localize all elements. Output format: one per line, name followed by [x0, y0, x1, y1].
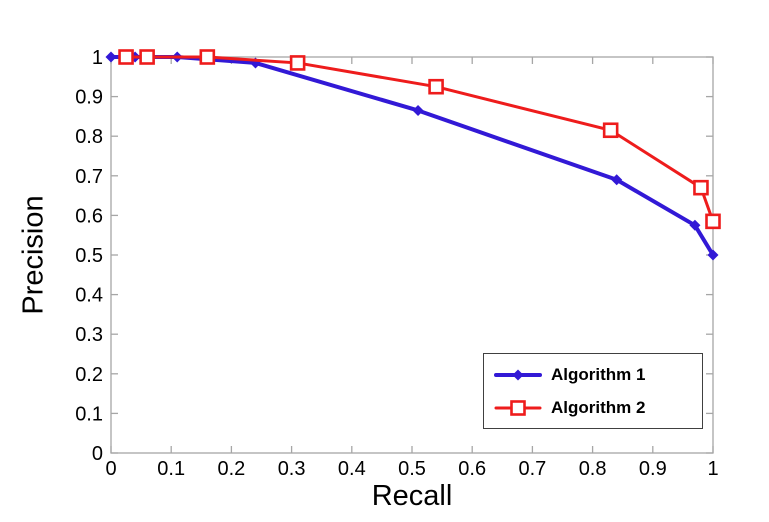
y-tick-label: 0.3 [75, 324, 103, 346]
algorithm-2-line [124, 55, 715, 223]
legend-entry-algorithm-1: Algorithm 1 [494, 365, 702, 385]
x-tick-label: 0.1 [157, 458, 185, 480]
y-tick-label: 0 [92, 443, 103, 465]
x-tick-label: 0.9 [639, 458, 667, 480]
algorithm-2-marker [199, 49, 216, 65]
algorithm-2-marker [428, 78, 444, 95]
x-tick-label: 1 [707, 458, 718, 480]
algorithm-2-marker [139, 49, 155, 65]
algorithm-2-marker [289, 55, 306, 71]
algorithm-1-marker [412, 104, 424, 116]
algorithm-1-marker [689, 219, 701, 231]
x-tick-label: 0.4 [338, 458, 366, 480]
algorithm-2-marker [602, 122, 619, 139]
y-tick-label: 0.2 [75, 364, 103, 386]
legend-entry-algorithm-2: Algorithm 2 [494, 398, 702, 418]
algorithm-1-marker [611, 174, 623, 186]
legend-label-algorithm-2: Algorithm 2 [551, 397, 646, 417]
legend: Algorithm 1 Algorithm 2 [483, 353, 703, 429]
algorithm-2-marker [693, 179, 709, 196]
algorithm-1-marker [105, 51, 117, 63]
x-tick-label: 0.5 [398, 458, 426, 480]
x-tick-label: 0 [105, 458, 116, 480]
y-tick-label: 0.5 [75, 245, 103, 267]
algorithm-1-line-sample [494, 369, 542, 380]
x-tick-label: 0.6 [458, 458, 486, 480]
x-tick-label: 0.7 [518, 458, 546, 480]
y-tick-label: 0.1 [75, 403, 103, 425]
algorithm-2-line-sample [494, 399, 542, 416]
y-axis-title: Precision [17, 195, 50, 315]
algorithm-2-marker [705, 213, 721, 230]
y-tick-label: 0.6 [75, 205, 103, 227]
algorithm-1-marker [707, 249, 719, 261]
algorithm-2-sample-marker [510, 399, 526, 416]
algorithm-1-sample-marker [512, 369, 524, 380]
y-tick-label: 0.7 [75, 166, 103, 188]
x-tick-label: 0.2 [217, 458, 245, 480]
y-tick-label: 0.9 [75, 87, 103, 109]
y-tick-label: 0.4 [75, 285, 103, 307]
y-tick-label: 1 [92, 47, 103, 69]
y-tick-label: 0.8 [75, 126, 103, 148]
legend-label-algorithm-1: Algorithm 1 [551, 364, 646, 384]
algorithm-1-line [109, 55, 715, 257]
x-tick-label: 0.3 [278, 458, 306, 480]
x-tick-label: 0.8 [579, 458, 607, 480]
algorithm-2-marker [118, 49, 134, 65]
x-axis-title: Recall [371, 480, 453, 512]
